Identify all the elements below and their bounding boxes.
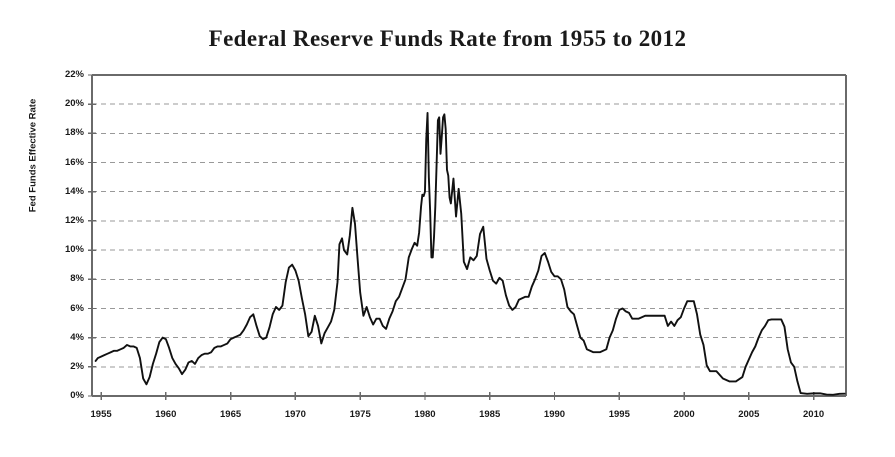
y-axis-title: Fed Funds Effective Rate: [27, 98, 39, 213]
series-line-fed-funds-rate: [94, 111, 846, 396]
chart-title: Federal Reserve Funds Rate from 1955 to …: [208, 26, 687, 51]
